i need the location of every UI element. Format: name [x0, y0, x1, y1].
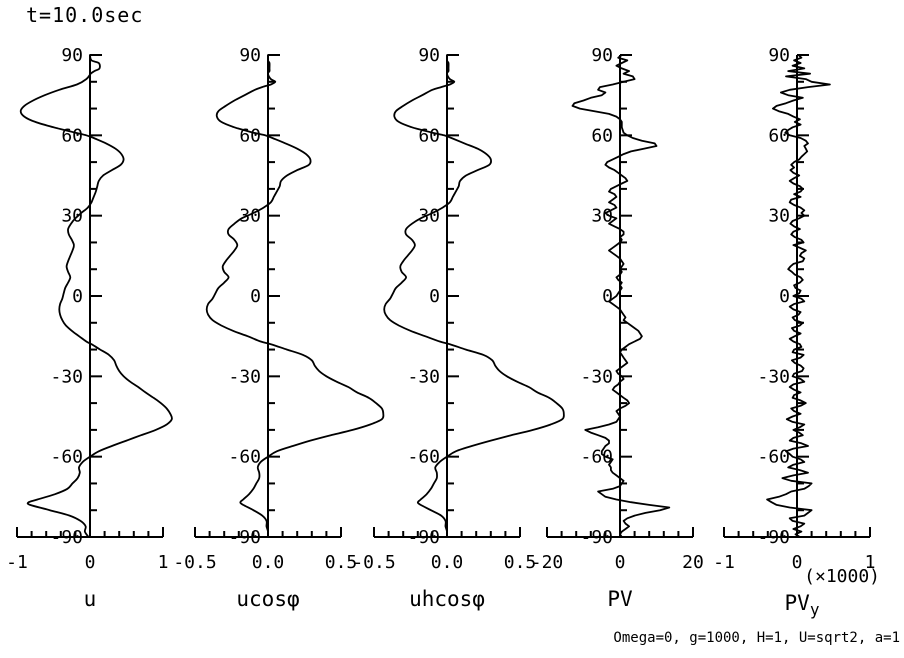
axis-label: PV	[607, 587, 633, 611]
y-tick-label: 60	[768, 125, 790, 146]
y-tick-label: -30	[580, 366, 613, 387]
y-tick-label: 30	[61, 206, 83, 227]
y-tick-label: -90	[757, 527, 790, 548]
parameters-caption: Omega=0, g=1000, H=1, U=sqrt2, a=1	[613, 630, 900, 646]
y-tick-label: 0	[250, 286, 261, 307]
y-tick-label: -60	[407, 447, 440, 468]
y-tick-label: 30	[239, 206, 261, 227]
panel-ucosφ: 90 60 30 0 -30 -60 -90 -0.5 0.0 0.5 ucosφ	[173, 45, 385, 611]
y-tick-label: -60	[228, 447, 261, 468]
y-tick-label: 90	[591, 45, 613, 66]
axis-scale-note: (×1000)	[804, 566, 880, 587]
profile-curve	[19, 54, 173, 538]
x-tick-label: -0.5	[352, 552, 395, 573]
y-tick-label: -90	[50, 527, 83, 548]
y-tick-label: 60	[239, 125, 261, 146]
panel-u: 90 60 30 0 -30 -60 -90 -1 0 1 u	[6, 45, 173, 611]
x-tick-label: 20	[682, 552, 704, 573]
x-tick-label: -1	[6, 552, 28, 573]
x-tick-label: 0.0	[431, 552, 464, 573]
panel-PVy: 90 60 30 0 -30 -60 -90 -1 0 1(×1000) PVy	[713, 45, 880, 619]
y-tick-label: 90	[418, 45, 440, 66]
profile-curve	[383, 54, 565, 538]
panel-uhcosφ: 90 60 30 0 -30 -60 -90 -0.5 0.0 0.5 uhcosφ	[352, 45, 565, 611]
plot-title: t=10.0sec	[26, 3, 144, 27]
y-tick-label: -30	[228, 366, 261, 387]
x-tick-label: 0.5	[325, 552, 358, 573]
profile-curve	[766, 54, 831, 538]
y-tick-label: -90	[407, 527, 440, 548]
x-tick-label: 0	[85, 552, 96, 573]
axis-label: u	[84, 587, 97, 611]
x-tick-label: -0.5	[173, 552, 216, 573]
y-tick-label: 60	[591, 125, 613, 146]
x-tick-label: 0.0	[252, 552, 285, 573]
axis-label: PVy	[785, 591, 820, 619]
y-tick-label: 0	[602, 286, 613, 307]
y-tick-label: -60	[757, 447, 790, 468]
panel-PV: 90 60 30 0 -30 -60 -90 -20 0 20 PV	[531, 45, 704, 611]
axis-label: uhcosφ	[409, 587, 485, 611]
y-tick-label: 30	[418, 206, 440, 227]
x-tick-label: 1	[158, 552, 169, 573]
y-tick-label: 0	[429, 286, 440, 307]
x-tick-label: 1	[865, 552, 876, 573]
profile-curve	[205, 54, 385, 538]
x-tick-label: 0.5	[504, 552, 537, 573]
y-tick-label: -90	[580, 527, 613, 548]
y-tick-label: 90	[768, 45, 790, 66]
y-tick-label: -30	[50, 366, 83, 387]
y-tick-label: 0	[779, 286, 790, 307]
y-tick-label: -60	[580, 447, 613, 468]
y-tick-label: 30	[591, 206, 613, 227]
profile-curve	[571, 54, 671, 538]
y-tick-label: 60	[418, 125, 440, 146]
x-tick-label: 0	[615, 552, 626, 573]
y-tick-label: -60	[50, 447, 83, 468]
y-tick-label: -90	[228, 527, 261, 548]
x-tick-label: -20	[531, 552, 564, 573]
x-tick-label: 0	[792, 552, 803, 573]
y-tick-label: 30	[768, 206, 790, 227]
axis-label: ucosφ	[236, 587, 299, 611]
x-tick-label: -1	[713, 552, 735, 573]
y-tick-label: -30	[407, 366, 440, 387]
y-tick-label: 90	[239, 45, 261, 66]
y-tick-label: 60	[61, 125, 83, 146]
y-tick-label: 0	[72, 286, 83, 307]
y-tick-label: -30	[757, 366, 790, 387]
y-tick-label: 90	[61, 45, 83, 66]
